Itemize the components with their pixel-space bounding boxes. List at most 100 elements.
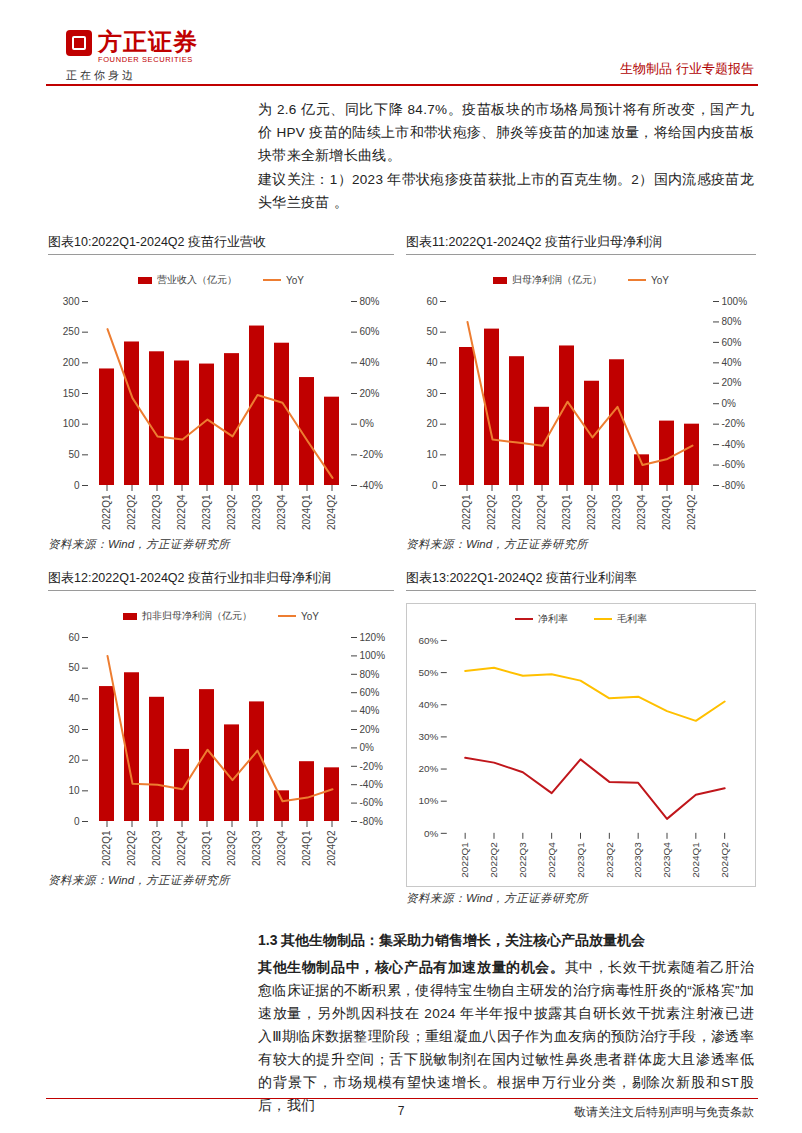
svg-text:60%: 60% xyxy=(418,635,438,646)
svg-text:2022Q4: 2022Q4 xyxy=(176,830,187,866)
svg-text:2023Q3: 2023Q3 xyxy=(611,494,622,530)
svg-text:-80%: -80% xyxy=(722,480,745,491)
svg-text:-20%: -20% xyxy=(722,418,745,429)
svg-text:50: 50 xyxy=(68,662,80,673)
svg-text:40%: 40% xyxy=(418,699,438,710)
svg-text:100%: 100% xyxy=(360,650,386,661)
svg-text:2023Q1: 2023Q1 xyxy=(575,842,586,878)
svg-text:2022Q2: 2022Q2 xyxy=(488,842,499,878)
svg-text:2022Q2: 2022Q2 xyxy=(126,830,137,866)
svg-text:40: 40 xyxy=(426,357,438,368)
svg-text:2023Q3: 2023Q3 xyxy=(251,830,262,866)
svg-text:2022Q3: 2022Q3 xyxy=(517,842,528,878)
svg-text:2023Q3: 2023Q3 xyxy=(632,842,643,878)
svg-text:30: 30 xyxy=(68,724,80,735)
svg-text:0%: 0% xyxy=(360,418,375,429)
svg-text:60: 60 xyxy=(426,296,438,307)
svg-text:0: 0 xyxy=(74,816,80,827)
svg-text:40%: 40% xyxy=(360,357,380,368)
svg-text:2023Q4: 2023Q4 xyxy=(636,494,647,530)
svg-text:2022Q3: 2022Q3 xyxy=(151,830,162,866)
svg-text:2023Q1: 2023Q1 xyxy=(561,494,572,530)
svg-text:40%: 40% xyxy=(360,705,380,716)
svg-text:2023Q2: 2023Q2 xyxy=(226,494,237,530)
svg-text:20: 20 xyxy=(426,418,438,429)
svg-text:2024Q1: 2024Q1 xyxy=(301,830,312,866)
svg-text:2022Q1: 2022Q1 xyxy=(101,494,112,530)
html-text:建议关注：1）2023 年带状疱疹疫苗获批上市的百克生物。2: 建议关注：1）2023 年带状疱疹疫苗获批上市的百克生物。2）国内流感疫苗龙头华… xyxy=(258,172,754,210)
svg-text:2024Q2: 2024Q2 xyxy=(326,494,337,530)
svg-text:-40%: -40% xyxy=(722,439,745,450)
html-text:方正证券: 方正证券 xyxy=(98,28,198,55)
svg-text:2024Q2: 2024Q2 xyxy=(719,842,730,878)
svg-text:120%: 120% xyxy=(360,632,386,643)
svg-text:60: 60 xyxy=(68,632,80,643)
svg-text:2023Q2: 2023Q2 xyxy=(226,830,237,866)
svg-text:50%: 50% xyxy=(418,667,438,678)
svg-text:2023Q1: 2023Q1 xyxy=(201,494,212,530)
svg-text:-40%: -40% xyxy=(360,779,383,790)
svg-text:2022Q2: 2022Q2 xyxy=(126,494,137,530)
svg-text:-60%: -60% xyxy=(360,797,383,808)
svg-text:0%: 0% xyxy=(360,742,375,753)
svg-text:20%: 20% xyxy=(360,724,380,735)
svg-text:2024Q2: 2024Q2 xyxy=(326,830,337,866)
svg-text:20%: 20% xyxy=(722,377,742,388)
svg-text:2022Q2: 2022Q2 xyxy=(486,494,497,530)
svg-text:-60%: -60% xyxy=(722,459,745,470)
svg-text:2023Q3: 2023Q3 xyxy=(251,494,262,530)
svg-text:2023Q2: 2023Q2 xyxy=(586,494,597,530)
svg-text:2022Q4: 2022Q4 xyxy=(546,842,557,878)
svg-text:2022Q1: 2022Q1 xyxy=(459,842,470,878)
svg-text:40: 40 xyxy=(68,693,80,704)
html-text:其他生物制品中，核心产品有加速放量的机会。其中，长效干扰素随: 其他生物制品中，核心产品有加速放量的机会。其中，长效干扰素随着乙肝治愈临床证据的… xyxy=(258,960,754,1113)
svg-text:0: 0 xyxy=(74,480,80,491)
svg-text:2022Q1: 2022Q1 xyxy=(461,494,472,530)
svg-text:80%: 80% xyxy=(360,296,380,307)
svg-text:2023Q1: 2023Q1 xyxy=(201,830,212,866)
svg-text:2022Q1: 2022Q1 xyxy=(101,830,112,866)
svg-text:20%: 20% xyxy=(360,388,380,399)
svg-text:2022Q4: 2022Q4 xyxy=(536,494,547,530)
svg-text:10%: 10% xyxy=(418,795,438,806)
svg-text:80%: 80% xyxy=(360,669,380,680)
svg-text:2023Q2: 2023Q2 xyxy=(604,842,615,878)
svg-text:0: 0 xyxy=(432,480,438,491)
svg-text:40%: 40% xyxy=(722,357,742,368)
svg-text:2023Q4: 2023Q4 xyxy=(661,842,672,878)
svg-text:2022Q3: 2022Q3 xyxy=(151,494,162,530)
svg-text:0%: 0% xyxy=(722,398,737,409)
svg-text:200: 200 xyxy=(63,357,80,368)
svg-text:2022Q4: 2022Q4 xyxy=(176,494,187,530)
svg-text:2024Q1: 2024Q1 xyxy=(661,494,672,530)
svg-text:300: 300 xyxy=(63,296,80,307)
html-text:为 2.6 亿元、同比下降 84.7%。疫苗板块的市场格局预: 为 2.6 亿元、同比下降 84.7%。疫苗板块的市场格局预计将有所改变，国产九… xyxy=(258,102,754,163)
svg-text:60%: 60% xyxy=(360,687,380,698)
svg-text:10: 10 xyxy=(68,785,80,796)
svg-text:0%: 0% xyxy=(424,828,439,839)
svg-text:80%: 80% xyxy=(722,316,742,327)
svg-text:100: 100 xyxy=(63,418,80,429)
svg-text:20: 20 xyxy=(68,754,80,765)
svg-text:-20%: -20% xyxy=(360,449,383,460)
svg-text:2024Q1: 2024Q1 xyxy=(301,494,312,530)
svg-text:-80%: -80% xyxy=(360,816,383,827)
svg-text:100%: 100% xyxy=(722,296,748,307)
svg-text:2024Q1: 2024Q1 xyxy=(690,842,701,878)
svg-text:250: 250 xyxy=(63,326,80,337)
svg-text:60%: 60% xyxy=(722,337,742,348)
svg-text:-40%: -40% xyxy=(360,480,383,491)
svg-text:50: 50 xyxy=(68,449,80,460)
svg-text:2023Q4: 2023Q4 xyxy=(276,494,287,530)
svg-text:60%: 60% xyxy=(360,326,380,337)
svg-text:30%: 30% xyxy=(418,731,438,742)
svg-text:2022Q3: 2022Q3 xyxy=(511,494,522,530)
svg-text:10: 10 xyxy=(426,449,438,460)
svg-text:30: 30 xyxy=(426,388,438,399)
svg-text:50: 50 xyxy=(426,326,438,337)
svg-text:2024Q2: 2024Q2 xyxy=(686,494,697,530)
svg-text:20%: 20% xyxy=(418,763,438,774)
svg-text:150: 150 xyxy=(63,388,80,399)
svg-text:-20%: -20% xyxy=(360,761,383,772)
svg-text:2023Q4: 2023Q4 xyxy=(276,830,287,866)
